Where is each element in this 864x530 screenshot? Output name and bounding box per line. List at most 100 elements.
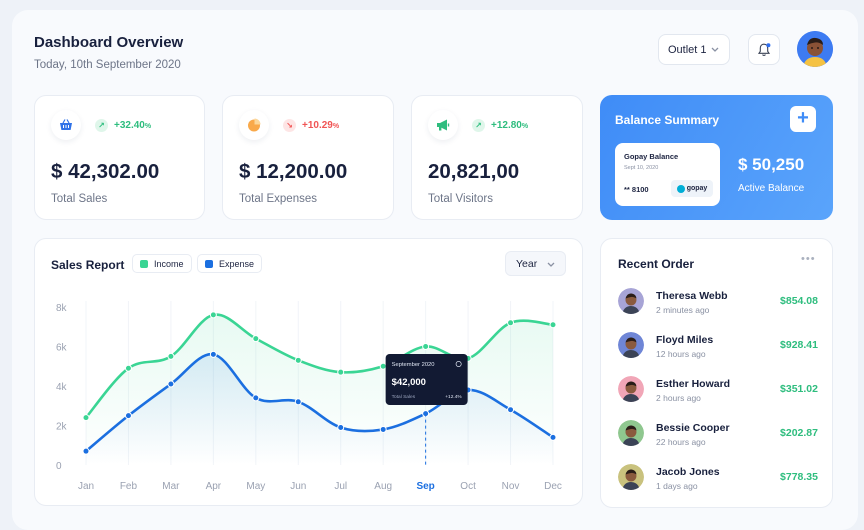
- legend-expense[interactable]: Expense: [197, 254, 263, 273]
- order-avatar: [618, 420, 644, 446]
- x-tick-label: Nov: [502, 481, 520, 492]
- order-item[interactable]: Theresa Webb 2 minutes ago $854.08: [618, 288, 818, 318]
- balance-summary-card: Balance Summary + Gopay Balance Sept 10,…: [600, 95, 833, 220]
- gopay-logo-icon: [676, 184, 685, 193]
- trend-unit: %: [144, 123, 152, 130]
- x-tick-label: Jan: [78, 481, 94, 492]
- avatar-illustration: [797, 31, 833, 67]
- data-point-expense: [167, 380, 175, 388]
- gopay-card[interactable]: Gopay Balance Sept 10, 2020 ** 8100 gopa…: [615, 143, 720, 206]
- user-avatar[interactable]: [797, 31, 833, 67]
- balance-amount-label: Active Balance: [738, 183, 805, 194]
- arrow-up-icon: ↗: [95, 119, 108, 132]
- order-customer-name: Floyd Miles: [656, 334, 714, 346]
- x-tick-label: May: [246, 481, 265, 492]
- add-balance-button[interactable]: +: [790, 106, 816, 132]
- x-tick-label: Apr: [206, 481, 222, 492]
- sales-report-card: Sales Report Income Expense Year 0 2k 4k 6k…: [34, 238, 583, 506]
- card-name: Gopay Balance: [624, 152, 679, 161]
- outlet-select-label: Outlet 1: [668, 43, 707, 56]
- data-point-income: [209, 311, 217, 319]
- trend-value: +10.29: [302, 120, 333, 131]
- y-tick-label: 8k: [56, 303, 68, 314]
- pie-chart-icon: [239, 110, 269, 140]
- legend-income[interactable]: Income: [132, 254, 192, 273]
- y-tick-label: 6k: [56, 343, 68, 354]
- order-item[interactable]: Bessie Cooper 22 hours ago $202.87: [618, 420, 818, 450]
- trend-badge-expenses: ↘ +10.29%: [283, 119, 339, 132]
- stat-card-expenses: ↘ +10.29% $ 12,200.00 Total Expenses: [222, 95, 394, 220]
- sales-line-chart: 0 2k 4k 6k 8k Jan Feb Mar Apr May Jun Jul Aug Sep Oct N…: [56, 301, 562, 492]
- more-options-icon[interactable]: •••: [801, 253, 816, 265]
- stat-label: Total Expenses: [239, 193, 317, 205]
- order-amount: $928.41: [780, 339, 818, 351]
- trend-badge-sales: ↗ +32.40%: [95, 119, 151, 132]
- order-amount: $351.02: [780, 383, 818, 395]
- data-point-expense: [252, 394, 260, 402]
- order-avatar: [618, 288, 644, 314]
- balance-amount: $ 50,250: [738, 155, 805, 174]
- y-tick-label: 0: [56, 461, 62, 472]
- order-amount: $854.08: [780, 295, 818, 307]
- balance-title: Balance Summary: [615, 113, 720, 127]
- data-point-expense: [124, 412, 132, 420]
- period-select[interactable]: Year: [505, 251, 566, 276]
- chevron-down-icon: [711, 47, 719, 52]
- order-amount: $202.87: [780, 427, 818, 439]
- legend-swatch-income: [140, 259, 148, 268]
- trend-unit: %: [521, 123, 529, 130]
- order-item[interactable]: Esther Howard 2 hours ago $351.02: [618, 376, 818, 406]
- data-point-income: [549, 321, 557, 329]
- data-point-expense: [82, 447, 90, 455]
- order-amount: $778.35: [780, 471, 818, 483]
- series-area-expense: [86, 354, 553, 465]
- recent-order-card: Recent Order ••• Theresa Webb 2 minutes a…: [600, 238, 833, 508]
- outlet-select[interactable]: Outlet 1: [658, 34, 730, 65]
- data-point-income: [124, 364, 132, 372]
- page-date: Today, 10th September 2020: [34, 59, 181, 71]
- legend-income-label: Income: [154, 258, 184, 269]
- tooltip-value: $42,000: [392, 377, 426, 388]
- order-avatar: [618, 376, 644, 402]
- stat-card-visitors: ↗ +12.80% 20,821,00 Total Visitors: [411, 95, 583, 220]
- order-time: 12 hours ago: [656, 349, 706, 359]
- order-time: 2 hours ago: [656, 393, 701, 403]
- order-item[interactable]: Floyd Miles 12 hours ago $928.41: [618, 332, 818, 362]
- order-customer-name: Theresa Webb: [656, 290, 728, 302]
- data-point-income: [252, 335, 260, 343]
- order-customer-name: Jacob Jones: [656, 466, 720, 478]
- stat-label: Total Visitors: [428, 193, 493, 205]
- trend-value: +32.40: [114, 120, 145, 131]
- stat-value: $ 42,302.00: [51, 160, 160, 183]
- tooltip-change: +12.4%: [445, 394, 462, 400]
- recent-order-title: Recent Order: [618, 257, 695, 271]
- data-point-income: [379, 362, 387, 370]
- order-item[interactable]: Jacob Jones 1 days ago $778.35: [618, 464, 818, 494]
- x-tick-label: Aug: [374, 481, 392, 492]
- period-select-label: Year: [516, 257, 538, 270]
- data-point-income: [167, 352, 175, 360]
- y-tick-label: 4k: [56, 382, 68, 393]
- gopay-logo-text: gopay: [686, 185, 708, 192]
- order-time: 1 days ago: [656, 481, 698, 491]
- data-point-income: [337, 368, 345, 376]
- tooltip-month: September 2020: [392, 362, 435, 368]
- sales-report-title: Sales Report: [51, 258, 125, 272]
- clock-icon: [455, 361, 462, 367]
- order-time: 2 minutes ago: [656, 305, 710, 315]
- stat-label: Total Sales: [51, 193, 108, 205]
- x-tick-label: Feb: [120, 481, 138, 492]
- x-tick-label: Jul: [334, 481, 347, 492]
- gopay-logo: gopay: [671, 180, 713, 197]
- basket-icon: [51, 110, 81, 140]
- order-customer-name: Bessie Cooper: [656, 422, 730, 434]
- notification-button[interactable]: [748, 34, 780, 65]
- data-point-income: [507, 319, 515, 327]
- order-time: 22 hours ago: [656, 437, 706, 447]
- data-point-expense: [549, 433, 557, 441]
- arrow-up-icon: ↗: [472, 119, 485, 132]
- order-avatar: [618, 464, 644, 490]
- data-point-expense: [379, 425, 387, 433]
- x-tick-label: Jun: [290, 481, 306, 492]
- legend-expense-label: Expense: [219, 258, 255, 269]
